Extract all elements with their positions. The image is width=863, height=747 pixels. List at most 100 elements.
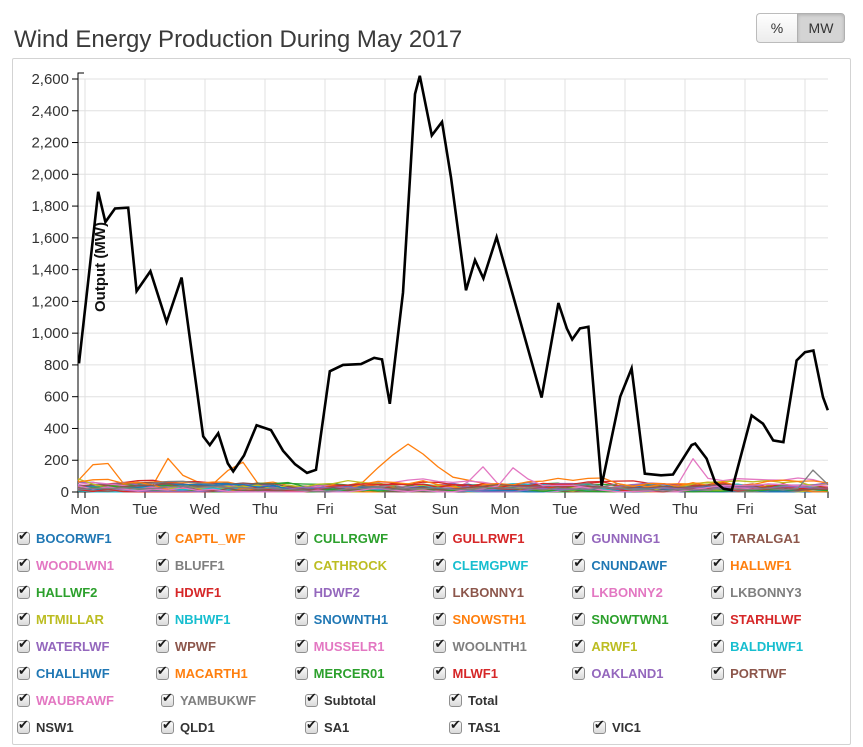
legend-checkbox-SA1[interactable]: ✔ <box>305 718 318 734</box>
legend-item-OAKLAND1: ✔ OAKLAND1 <box>572 664 711 681</box>
y-tick-label: 200 <box>44 452 69 469</box>
y-tick-label: 1,600 <box>31 230 69 247</box>
checkmark-icon: ✔ <box>450 717 461 732</box>
legend-checkbox-GUNNING1[interactable]: ✔ <box>572 528 586 545</box>
legend-item-LKBONNY1: ✔ LKBONNY1 <box>433 583 572 600</box>
legend-checkbox-CATHROCK[interactable]: ✔ <box>294 556 308 572</box>
x-tick-label: Tue <box>552 501 577 518</box>
legend-item-BOCORWF1: ✔ BOCORWF1 <box>17 529 156 546</box>
legend-label-GUNNING1: GUNNING1 <box>591 531 660 546</box>
legend-checkbox-HALLWF2[interactable]: ✔ <box>17 583 30 599</box>
legend-checkbox-OAKLAND1[interactable]: ✔ <box>572 664 586 680</box>
legend-checkbox-MUSSELR1[interactable]: ✔ <box>294 637 308 653</box>
legend-checkbox-ARWF1[interactable]: ✔ <box>572 636 586 653</box>
legend-checkbox-BLUFF1[interactable]: ✔ <box>155 555 169 572</box>
legend-checkbox-STARHLWF[interactable]: ✔ <box>711 610 725 626</box>
legend-checkbox-BOCORWF1[interactable]: ✔ <box>17 529 30 545</box>
legend-checkbox-SNOWNTH1[interactable]: ✔ <box>294 610 308 626</box>
legend-label-WAUBRAWF: WAUBRAWF <box>36 693 114 708</box>
percent-unit-button[interactable]: % <box>756 13 797 43</box>
legend-item-SA1: ✔ SA1 <box>305 718 449 735</box>
legend-checkbox-CULLRGWF[interactable]: ✔ <box>294 529 308 545</box>
legend-label-MUSSELR1: MUSSELR1 <box>313 639 385 654</box>
mw-unit-label: MW <box>808 20 834 36</box>
legend-checkbox-CLEMGPWF[interactable]: ✔ <box>433 556 447 572</box>
legend-checkbox-HDWF1[interactable]: ✔ <box>155 583 169 599</box>
subtotal-line <box>78 75 829 491</box>
legend-item-QLD1: ✔ QLD1 <box>161 718 305 735</box>
legend-checkbox-GULLRWF1[interactable]: ✔ <box>433 528 447 545</box>
x-tick-label: Tue <box>132 501 157 518</box>
checkmark-icon: ✔ <box>434 528 446 543</box>
legend-label-HDWF1: HDWF1 <box>174 585 222 600</box>
legend-checkbox-Subtotal[interactable]: ✔ <box>305 691 318 707</box>
legend-checkbox-MLWF1[interactable]: ✔ <box>433 663 447 680</box>
legend-checkbox-HDWF2[interactable]: ✔ <box>294 583 308 599</box>
legend-checkbox-WOOLNTH1[interactable]: ✔ <box>433 637 447 653</box>
legend-checkbox-WOODLWN1[interactable]: ✔ <box>17 555 30 572</box>
legend-label-MLWF1: MLWF1 <box>452 666 498 681</box>
legend-checkbox-HALLWF1[interactable]: ✔ <box>711 556 725 572</box>
chart-container: 0 200 400 600 800 1,000 1,200 1,400 1,600 1,800 2,… <box>12 58 851 745</box>
legend-checkbox-NBHWF1[interactable]: ✔ <box>155 610 169 626</box>
legend-checkbox-MERCER01[interactable]: ✔ <box>294 664 308 680</box>
checkmark-icon: ✔ <box>162 690 173 705</box>
legend-checkbox-PORTWF[interactable]: ✔ <box>711 664 725 680</box>
checkmark-icon: ✔ <box>18 663 29 678</box>
legend-item-SNOWTWN1: ✔ SNOWTWN1 <box>572 610 711 627</box>
y-tick-label: 0 <box>61 484 69 501</box>
mw-unit-button[interactable]: MW <box>797 13 845 43</box>
legend-checkbox-MTMILLAR[interactable]: ✔ <box>17 609 30 626</box>
legend-checkbox-CNUNDAWF[interactable]: ✔ <box>572 556 586 572</box>
legend-checkbox-NSW1[interactable]: ✔ <box>17 718 30 734</box>
legend-checkbox-TAS1[interactable]: ✔ <box>449 717 462 734</box>
x-tick-label: Sat <box>374 501 397 518</box>
legend-label-SNOWNTH1: SNOWNTH1 <box>313 612 389 627</box>
legend-item-CULLRGWF: ✔ CULLRGWF <box>294 529 434 546</box>
checkmark-icon: ✔ <box>18 609 29 624</box>
legend-item-VIC1: ✔ VIC1 <box>593 718 737 735</box>
legend-checkbox-CHALLHWF[interactable]: ✔ <box>17 663 30 680</box>
x-tick-label: Thu <box>672 501 698 518</box>
legend-checkbox-VIC1[interactable]: ✔ <box>593 718 606 734</box>
checkmark-icon: ✔ <box>156 555 168 570</box>
legend-item-MUSSELR1: ✔ MUSSELR1 <box>294 637 434 654</box>
legend-checkbox-LKBONNY1[interactable]: ✔ <box>433 583 447 599</box>
checkmark-icon: ✔ <box>434 663 446 678</box>
legend-checkbox-CAPTL_WF[interactable]: ✔ <box>155 529 169 545</box>
checkmark-icon: ✔ <box>18 555 29 570</box>
legend-row: ✔ MTMILLAR ✔ NBHWF1 ✔ SNOWNTH1 ✔ SNOWSTH1 ✔ SNOWT… <box>13 606 850 633</box>
legend-row: ✔ NSW1 ✔ QLD1 ✔ SA1 ✔ TAS1 ✔ VIC1 <box>13 714 850 741</box>
legend-checkbox-WAUBRAWF[interactable]: ✔ <box>17 691 30 707</box>
legend-checkbox-WPWF[interactable]: ✔ <box>155 637 169 653</box>
legend-row: ✔ WAUBRAWF ✔ YAMBUKWF ✔ Subtotal ✔ Total <box>13 687 850 714</box>
legend-item-SNOWNTH1: ✔ SNOWNTH1 <box>294 610 434 627</box>
legend-checkbox-QLD1[interactable]: ✔ <box>161 718 174 734</box>
y-tick-label: 1,000 <box>31 325 69 342</box>
legend-label-HALLWF2: HALLWF2 <box>36 585 98 600</box>
legend-label-LKBONNY2: LKBONNY2 <box>591 585 663 600</box>
legend-checkbox-BALDHWF1[interactable]: ✔ <box>711 637 725 653</box>
legend-item-WOOLNTH1: ✔ WOOLNTH1 <box>433 637 572 654</box>
legend-label-CLEMGPWF: CLEMGPWF <box>452 558 529 573</box>
legend-checkbox-LKBONNY2[interactable]: ✔ <box>572 582 586 599</box>
checkmark-icon: ✔ <box>573 636 585 651</box>
x-tick-label: Fri <box>736 501 754 518</box>
unit-toggle-group: % MW <box>756 13 845 43</box>
legend-item-ARWF1: ✔ ARWF1 <box>572 636 711 654</box>
legend-checkbox-YAMBUKWF[interactable]: ✔ <box>161 690 174 707</box>
checkmark-icon: ✔ <box>573 528 585 543</box>
legend-checkbox-WATERLWF[interactable]: ✔ <box>17 637 30 653</box>
legend-row: ✔ HALLWF2 ✔ HDWF1 ✔ HDWF2 ✔ LKBONNY1 ✔ LKBONNY2 ✔ L… <box>13 579 850 606</box>
legend-item-MLWF1: ✔ MLWF1 <box>433 663 572 681</box>
legend-checkbox-Total[interactable]: ✔ <box>449 690 462 707</box>
checkmark-icon: ✔ <box>573 582 585 597</box>
legend-checkbox-TARALGA1[interactable]: ✔ <box>711 529 725 545</box>
legend-checkbox-SNOWSTH1[interactable]: ✔ <box>433 610 447 626</box>
checkmark-icon: ✔ <box>450 690 461 705</box>
legend-checkbox-LKBONNY3[interactable]: ✔ <box>711 583 725 599</box>
legend-checkbox-SNOWTWN1[interactable]: ✔ <box>572 610 586 626</box>
x-tick-label: Mon <box>490 501 519 518</box>
legend-checkbox-MACARTH1[interactable]: ✔ <box>155 664 169 680</box>
